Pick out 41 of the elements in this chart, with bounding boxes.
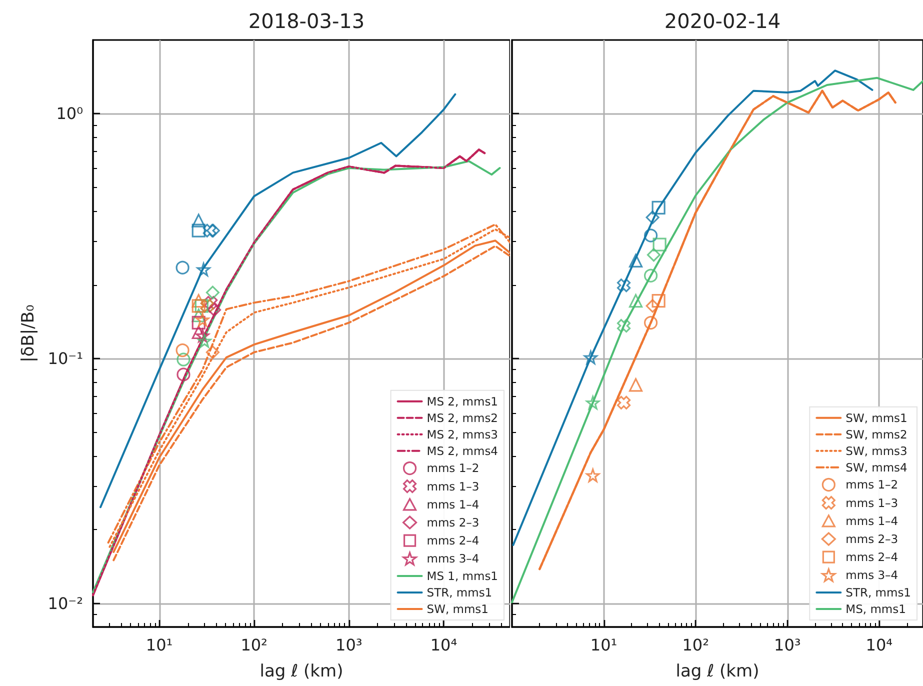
legend-label: mms 2–3	[426, 516, 480, 530]
x-tick-label: 10²	[682, 636, 709, 654]
legend-label: SW, mms1	[426, 602, 488, 616]
x-tick-label: 10²	[240, 636, 268, 654]
y-tick-label: 10⁻²	[48, 594, 83, 613]
legend-label: MS, mms1	[846, 602, 906, 616]
legend-label: mms 3–4	[846, 568, 898, 582]
x-tick-label: 10³	[774, 636, 801, 654]
legend-label: STR, mms1	[846, 586, 912, 600]
y-tick-label: 10⁰	[56, 104, 83, 124]
legend-label: SW, mms4	[846, 460, 908, 474]
legend-label: MS 1, mms1	[426, 569, 498, 583]
legend-label: mms 1–2	[426, 461, 480, 476]
legend-label: STR, mms1	[426, 586, 492, 600]
legend-label: SW, mms1	[846, 410, 908, 425]
legend-label: mms 3–4	[426, 552, 480, 566]
x-tick-label: 10³	[336, 636, 362, 654]
x-axis-title: lag ℓ (km)	[260, 662, 344, 682]
legend-label: MS 2, mms4	[426, 444, 498, 458]
legend-label: MS 2, mms3	[426, 427, 498, 442]
legend-label: SW, mms3	[846, 444, 908, 458]
legend-label: MS 2, mms1	[426, 394, 498, 408]
legend-label: SW, mms2	[846, 427, 908, 442]
legend-label: mms 1–3	[846, 496, 898, 510]
chart-title: 2020-02-14	[664, 9, 781, 33]
legend-label: MS 2, mms2	[426, 410, 498, 425]
chart-title: 2018-03-13	[248, 9, 365, 33]
legend-label: mms 1–2	[846, 478, 898, 492]
x-tick-label: 10¹	[146, 636, 173, 654]
legend-label: mms 2–3	[846, 532, 898, 546]
x-tick-label: 10⁴	[866, 636, 893, 654]
x-tick-label: 10¹	[590, 636, 618, 654]
y-axis-title: |δB|/B₀	[18, 304, 38, 362]
y-tick-label: 10⁻¹	[48, 348, 83, 368]
legend-label: mms 2–4	[846, 550, 898, 564]
legend-label: mms 1–4	[846, 514, 898, 528]
legend-label: mms 1–3	[426, 479, 480, 494]
legend-label: mms 1–4	[426, 497, 480, 512]
x-axis-title: lag ℓ (km)	[676, 662, 760, 682]
legend-label: mms 2–4	[426, 534, 480, 548]
x-tick-label: 10⁴	[430, 636, 458, 654]
